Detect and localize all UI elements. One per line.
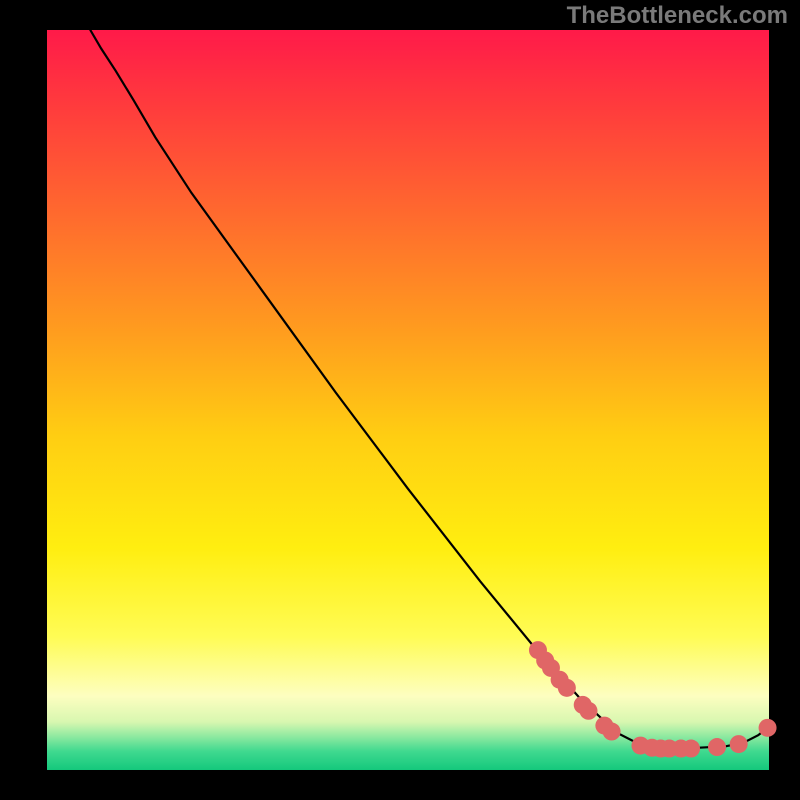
curve-layer <box>47 30 769 770</box>
chart-container: TheBottleneck.com <box>0 0 800 800</box>
data-marker <box>580 702 598 720</box>
data-marker <box>708 738 726 756</box>
data-marker <box>558 679 576 697</box>
data-marker <box>682 740 700 758</box>
data-marker <box>759 719 777 737</box>
marker-group <box>529 641 777 757</box>
plot-area <box>47 30 769 770</box>
watermark-text: TheBottleneck.com <box>567 2 788 30</box>
data-marker <box>603 723 621 741</box>
bottleneck-curve <box>90 30 767 748</box>
data-marker <box>730 735 748 753</box>
